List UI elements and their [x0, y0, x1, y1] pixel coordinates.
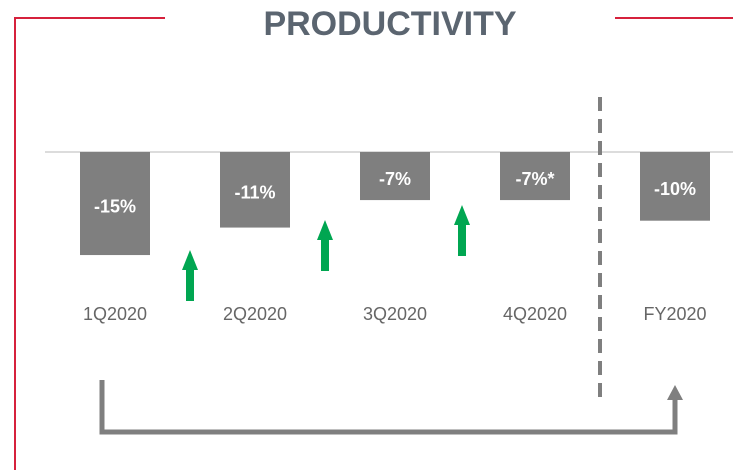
- bracket: [99, 380, 678, 435]
- bracket-head: [667, 385, 683, 400]
- value-label: -15%: [94, 196, 136, 216]
- value-label: -7%*: [515, 169, 554, 189]
- bar: [640, 152, 710, 221]
- bar: [220, 152, 290, 228]
- bar: [500, 152, 570, 201]
- bar: [360, 152, 430, 201]
- bar: [80, 152, 150, 256]
- value-label: -7%: [379, 169, 411, 189]
- arrows: [182, 205, 470, 301]
- x-tick-label: FY2020: [643, 304, 706, 324]
- arrow-head: [317, 220, 333, 240]
- value-label: -11%: [234, 183, 275, 203]
- arrow-head: [182, 250, 198, 270]
- arrow-shaft: [321, 238, 329, 271]
- x-tick-label: 2Q2020: [223, 304, 287, 324]
- x-tick-label: 1Q2020: [83, 304, 147, 324]
- arrow-head: [454, 205, 470, 225]
- x-tick-label: 4Q2020: [503, 304, 567, 324]
- x-tick-label: 3Q2020: [363, 304, 427, 324]
- arrow-shaft: [458, 223, 466, 256]
- value-label: -10%: [654, 179, 696, 199]
- chart-title: PRODUCTIVITY: [263, 5, 516, 43]
- arrow-shaft: [186, 268, 194, 301]
